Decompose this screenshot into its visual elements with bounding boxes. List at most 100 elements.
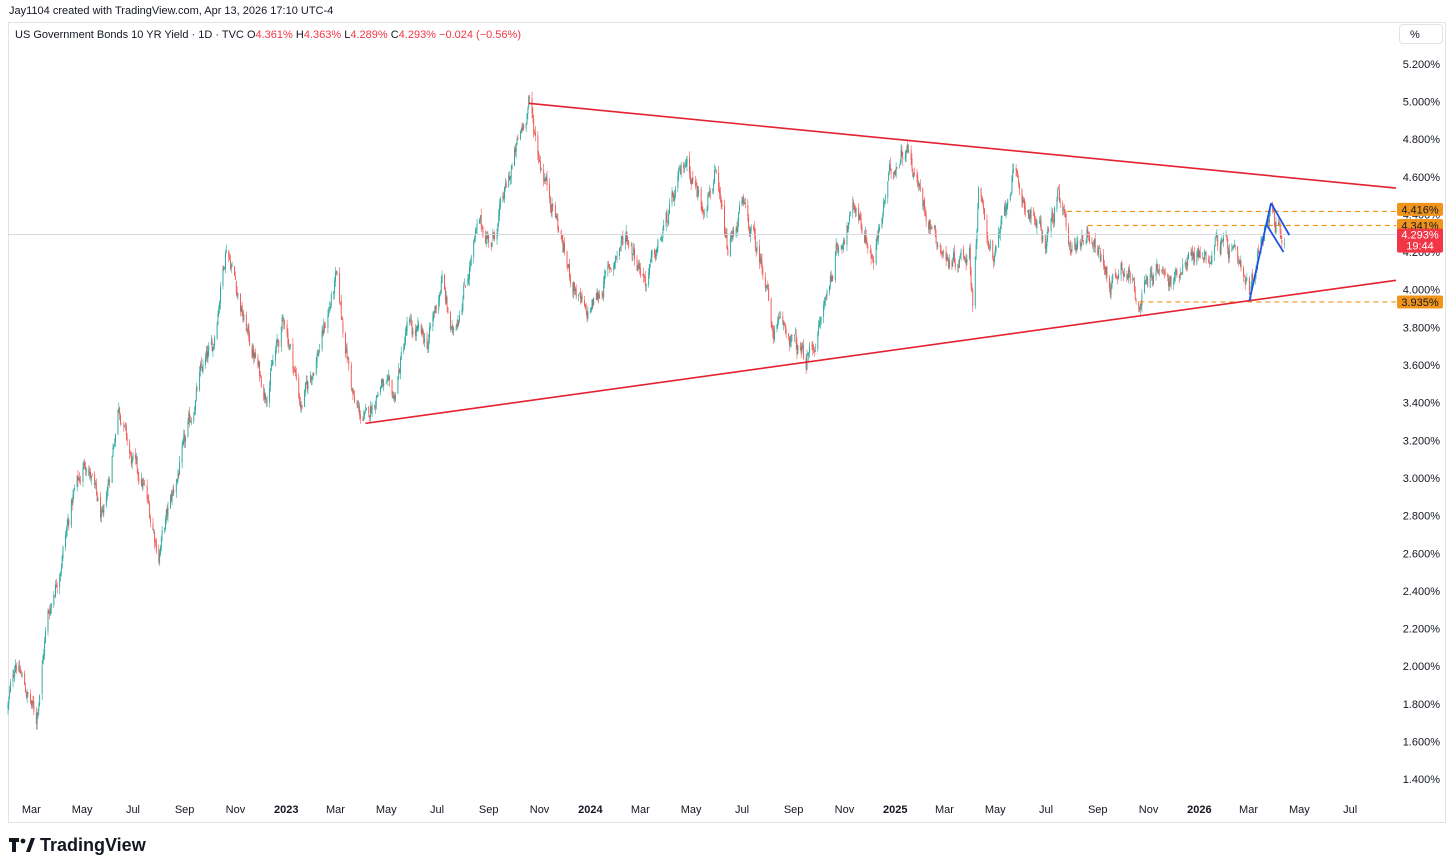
candle-body <box>1109 286 1111 295</box>
candle-body <box>753 226 755 229</box>
candle-body <box>665 212 667 227</box>
candle-body <box>538 154 540 161</box>
candle-body <box>568 264 570 268</box>
candle-body <box>924 211 926 215</box>
candle-body <box>467 278 469 286</box>
candle-body <box>30 693 31 703</box>
percent-scale-button[interactable]: % <box>1399 24 1443 44</box>
candle-body <box>655 254 657 259</box>
candle-body <box>1272 206 1274 212</box>
candle-body <box>444 288 446 302</box>
chart-panel[interactable] <box>8 22 1446 823</box>
candle-body <box>494 233 495 240</box>
candle-body <box>77 474 79 481</box>
candle-body <box>1079 240 1081 246</box>
candle-body <box>112 447 114 457</box>
candle-body <box>1044 234 1046 249</box>
candle-body <box>190 421 192 423</box>
candle-body <box>567 264 569 268</box>
candle-body <box>592 299 594 306</box>
candle-body <box>369 406 371 418</box>
candle-body <box>457 320 459 327</box>
candle-body <box>312 372 314 377</box>
candle-body <box>1252 274 1254 282</box>
candle-body <box>910 149 912 160</box>
candle-body <box>829 286 830 292</box>
candle-body <box>62 546 64 558</box>
candle-body <box>289 344 291 346</box>
candle-body <box>931 226 933 229</box>
candle-body <box>692 177 694 181</box>
candle-body <box>490 243 492 247</box>
candle-body <box>917 176 919 187</box>
candle-body <box>383 383 385 386</box>
candle-body <box>1233 245 1235 248</box>
candle-body <box>768 288 770 301</box>
y-tick-label: 4.600% <box>1403 172 1441 184</box>
candle-body <box>499 205 500 216</box>
candle-body <box>685 164 687 167</box>
symbol-legend: US Government Bonds 10 YR Yield · 1D · T… <box>15 29 521 41</box>
candle-body <box>590 308 592 312</box>
candle-body <box>135 456 137 460</box>
candle-body <box>906 145 908 152</box>
candle-body <box>599 294 600 299</box>
candle-body <box>1268 219 1269 223</box>
candle-body <box>667 222 669 224</box>
candle-body <box>826 291 828 297</box>
candle-body <box>989 241 991 249</box>
tradingview-brand[interactable]: TradingView <box>9 834 146 856</box>
candle-body <box>1161 269 1163 271</box>
candle-body <box>1163 271 1165 274</box>
candle-body <box>394 394 396 401</box>
candle-body <box>1077 240 1079 243</box>
candle-body <box>445 297 447 302</box>
candle-body <box>540 168 542 170</box>
candle-body <box>873 259 875 264</box>
candle-body <box>60 568 62 574</box>
candle-body <box>899 160 901 165</box>
candle-body <box>988 241 990 249</box>
candle-body <box>837 247 839 254</box>
candle-body <box>217 313 219 325</box>
candle-body <box>170 495 171 509</box>
candle-body <box>715 170 717 173</box>
candle-body <box>719 188 720 194</box>
candle-body <box>838 247 840 253</box>
candle-body <box>686 156 688 166</box>
candle-body <box>614 256 616 263</box>
candle-body <box>1115 274 1117 276</box>
candle-body <box>809 346 810 353</box>
candle-body <box>853 202 855 207</box>
candle-body <box>1163 271 1165 272</box>
candle-body <box>149 504 151 519</box>
symbol-name: US Government Bonds 10 YR Yield · 1D · T… <box>15 29 244 41</box>
candle-body <box>183 434 185 440</box>
candle-body <box>573 281 575 293</box>
candle-body <box>195 400 196 411</box>
candle-body <box>1088 232 1090 236</box>
candle-body <box>178 473 180 477</box>
x-tick-label: May <box>72 804 93 816</box>
candle-body <box>405 330 407 335</box>
candle-body <box>1191 252 1193 256</box>
candle-body <box>1127 276 1129 280</box>
candle-body <box>421 328 423 333</box>
candle-body <box>329 307 331 310</box>
candle-body <box>239 293 241 312</box>
candle-body <box>988 247 990 248</box>
candle-body <box>759 245 760 263</box>
candle-body <box>869 250 871 253</box>
candle-body <box>534 132 536 137</box>
candle-body <box>749 228 750 237</box>
candle-body <box>65 535 66 547</box>
candle-body <box>1184 262 1186 266</box>
candle-body <box>1132 278 1134 280</box>
candle-body <box>700 189 702 205</box>
trendlines-layer <box>365 102 1397 425</box>
candle-body <box>552 203 554 206</box>
candle-body <box>1216 235 1218 237</box>
candle-body <box>1205 252 1207 261</box>
candle-body <box>73 490 75 494</box>
